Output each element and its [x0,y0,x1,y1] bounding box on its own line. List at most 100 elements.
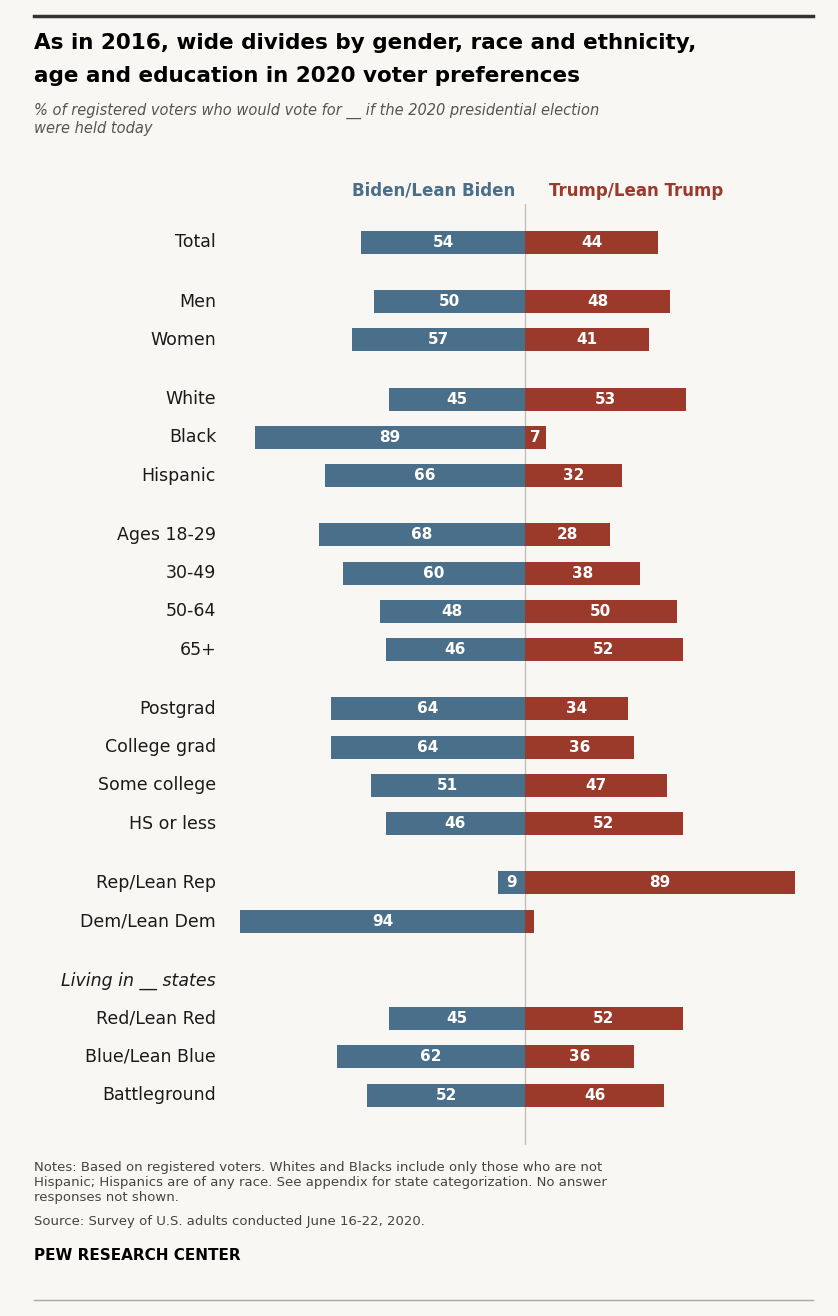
Text: Notes: Based on registered voters. Whites and Blacks include only those who are : Notes: Based on registered voters. White… [34,1161,607,1204]
Text: 57: 57 [428,332,449,347]
Text: 30-49: 30-49 [166,565,216,582]
Text: 94: 94 [372,913,393,929]
Text: Living in __ states: Living in __ states [61,971,216,990]
Text: 50-64: 50-64 [166,603,216,620]
Text: 28: 28 [556,528,578,542]
Text: Blue/Lean Blue: Blue/Lean Blue [85,1048,216,1066]
Text: Trump/Lean Trump: Trump/Lean Trump [549,182,723,200]
Bar [525,871,794,895]
Text: 60: 60 [423,566,445,580]
Bar [256,426,525,449]
Text: Ages 18-29: Ages 18-29 [117,526,216,544]
Text: 64: 64 [417,701,439,716]
Bar [525,1083,665,1107]
Bar [525,328,649,351]
Text: College grad: College grad [105,738,216,757]
Text: 68: 68 [411,528,432,542]
Text: Men: Men [179,292,216,311]
Bar [389,1007,525,1030]
Text: 50: 50 [438,293,460,309]
Text: 46: 46 [445,642,466,657]
Text: As in 2016, wide divides by gender, race and ethnicity,: As in 2016, wide divides by gender, race… [34,33,696,53]
Text: 46: 46 [445,816,466,832]
Text: Postgrad: Postgrad [139,700,216,717]
Text: 34: 34 [566,701,587,716]
Text: 44: 44 [581,234,603,250]
Text: Dem/Lean Dem: Dem/Lean Dem [80,912,216,930]
Text: Battleground: Battleground [102,1086,216,1104]
Text: Women: Women [150,330,216,349]
Text: 62: 62 [421,1049,442,1065]
Text: 7: 7 [530,430,541,445]
Bar [525,230,659,254]
Text: 52: 52 [593,1011,614,1026]
Bar [525,524,610,546]
Bar [525,1045,634,1069]
Text: Source: Survey of U.S. adults conducted June 16-22, 2020.: Source: Survey of U.S. adults conducted … [34,1215,424,1228]
Text: 89: 89 [380,430,401,445]
Text: 38: 38 [572,566,593,580]
Bar [374,290,525,313]
Bar [525,426,546,449]
Text: Some college: Some college [98,776,216,795]
Bar [331,736,525,758]
Bar [370,774,525,797]
Text: 54: 54 [432,234,454,250]
Text: 9: 9 [506,875,517,891]
Text: 47: 47 [586,778,607,792]
Text: Total: Total [175,233,216,251]
Bar [525,388,685,411]
Bar [368,1083,525,1107]
Text: 36: 36 [569,1049,590,1065]
Text: White: White [165,390,216,408]
Text: 45: 45 [447,1011,468,1026]
Bar [525,812,683,836]
Bar [319,524,525,546]
Text: 32: 32 [563,468,584,483]
Bar [498,871,525,895]
Text: 66: 66 [414,468,436,483]
Text: 52: 52 [436,1088,457,1103]
Text: Black: Black [168,428,216,446]
Bar [525,1007,683,1030]
Text: Hispanic: Hispanic [142,467,216,484]
Text: % of registered voters who would vote for __ if the 2020 presidential election
w: % of registered voters who would vote fo… [34,103,599,137]
Bar [525,774,667,797]
Bar [525,697,628,720]
Bar [361,230,525,254]
Bar [525,909,534,933]
Text: Red/Lean Red: Red/Lean Red [96,1009,216,1028]
Bar [241,909,525,933]
Bar [344,562,525,584]
Text: Rep/Lean Rep: Rep/Lean Rep [96,874,216,892]
Text: 52: 52 [593,816,614,832]
Text: 52: 52 [593,642,614,657]
Text: Biden/Lean Biden: Biden/Lean Biden [352,182,515,200]
Bar [380,600,525,622]
Bar [525,638,683,661]
Bar [525,290,670,313]
Bar [525,600,676,622]
Text: 64: 64 [417,740,439,754]
Text: 45: 45 [447,392,468,407]
Bar [385,638,525,661]
Bar [325,465,525,487]
Text: 48: 48 [587,293,608,309]
Bar [385,812,525,836]
Bar [525,562,640,584]
Bar [389,388,525,411]
Text: 48: 48 [442,604,463,619]
Text: HS or less: HS or less [129,815,216,833]
Bar [331,697,525,720]
Text: 41: 41 [577,332,597,347]
Text: 36: 36 [569,740,590,754]
Text: 65+: 65+ [179,641,216,658]
Text: age and education in 2020 voter preferences: age and education in 2020 voter preferen… [34,66,580,86]
Text: 89: 89 [649,875,670,891]
Text: 50: 50 [590,604,612,619]
Bar [525,736,634,758]
Bar [525,465,622,487]
Text: 51: 51 [437,778,458,792]
Text: 53: 53 [595,392,616,407]
Bar [352,328,525,351]
